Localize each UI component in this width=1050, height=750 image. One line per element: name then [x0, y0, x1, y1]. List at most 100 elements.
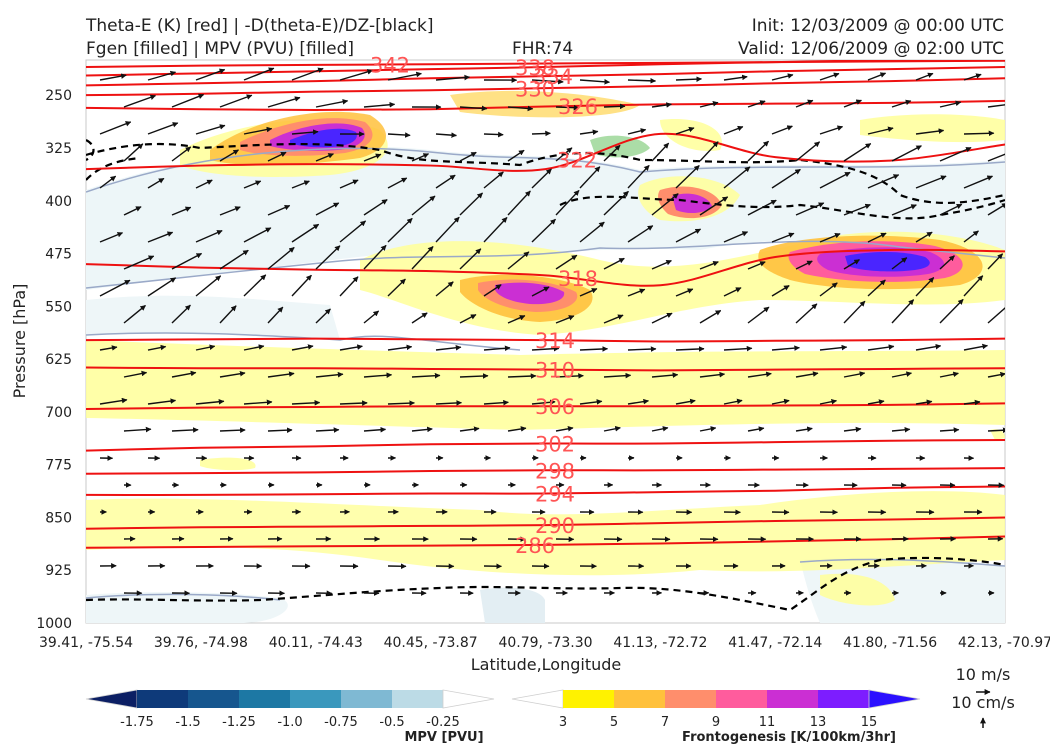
colorbar-cell — [614, 690, 666, 708]
wind-vector — [699, 196, 729, 216]
wind-vector — [507, 426, 527, 432]
colorbar-tick-label: -1.0 — [277, 715, 302, 730]
wind-vector — [219, 249, 249, 270]
wind-vector — [339, 276, 359, 297]
wind-vector — [219, 370, 246, 378]
wind-vector — [891, 257, 908, 270]
theta-e-label: 286 — [515, 534, 555, 558]
wind-vector — [435, 281, 454, 297]
wind-vector — [891, 99, 912, 108]
wind-vector — [963, 73, 982, 81]
valid-time: Valid: 12/06/2009 @ 02:00 UTC — [738, 39, 1004, 59]
wind-vector — [267, 204, 291, 216]
wind-vector — [483, 345, 511, 352]
wind-vector — [315, 308, 331, 324]
wind-vector — [387, 177, 408, 189]
dashed-contour-left-edge — [86, 139, 95, 161]
y-tick-label: 625 — [45, 352, 72, 368]
theta-e-line — [86, 60, 970, 77]
wind-vector — [123, 206, 142, 216]
wind-vector — [147, 70, 177, 81]
wind-vector — [699, 426, 717, 432]
wind-vector — [843, 371, 866, 378]
wind-vector — [195, 398, 225, 405]
mpv-pale-region-lower-right — [800, 557, 1005, 623]
wind-vector — [99, 175, 117, 189]
wind-vector — [675, 398, 696, 405]
wind-vector — [267, 371, 295, 378]
wind-vector — [627, 164, 650, 189]
colorbar-cell — [563, 690, 615, 708]
wind-vector — [507, 315, 526, 324]
wind-vector — [675, 164, 700, 189]
wind-vector — [195, 179, 213, 189]
wind-vector — [387, 400, 415, 406]
theta-e-label: 330 — [515, 77, 555, 101]
wind-vector — [411, 153, 430, 162]
wind-vector — [483, 399, 509, 406]
dashed-contour-surface — [86, 556, 1005, 612]
wind-vector — [291, 400, 321, 406]
wind-vector — [843, 99, 862, 108]
wind-vector — [867, 344, 895, 351]
fgen-core-right-inner — [672, 193, 712, 214]
wind-vector — [171, 370, 197, 378]
colorbar-tick-label: -0.75 — [324, 715, 358, 730]
colorbar-tick-label: 13 — [810, 715, 827, 730]
colorbar-tick-label: -0.25 — [426, 715, 460, 730]
wind-vector — [435, 132, 457, 138]
wind-vector — [459, 192, 484, 216]
wind-vector — [435, 74, 470, 81]
wind-vector — [99, 121, 132, 135]
mpv-contour-mid — [86, 332, 521, 351]
wind-vector — [627, 346, 657, 352]
wind-vector — [219, 305, 237, 324]
mpv-pale-region-lower-mid — [480, 587, 545, 623]
wind-vector — [723, 345, 753, 352]
wind-vector — [675, 228, 702, 243]
wind-vector — [795, 303, 818, 324]
theta-e-label: 298 — [535, 459, 575, 483]
wind-vector — [459, 313, 477, 324]
wind-vector — [819, 125, 844, 135]
wind-vector — [171, 93, 205, 108]
theta-e-label: 302 — [535, 433, 575, 457]
theta-e-line — [86, 132, 1005, 172]
wind-vector — [771, 284, 790, 297]
wind-vector — [243, 227, 272, 243]
theta-e-label: 290 — [535, 514, 575, 538]
wind-vector — [147, 231, 174, 243]
wind-vector — [387, 71, 422, 81]
wind-vector — [123, 255, 155, 270]
x-tick-label: 42.13, -70.97 — [958, 635, 1050, 651]
y-tick-label: 550 — [45, 299, 72, 315]
wind-vector — [843, 142, 872, 162]
wind-vector — [411, 312, 428, 324]
fgen-band-top-center — [450, 90, 640, 118]
wind-vector — [963, 275, 984, 297]
mpv-pale-region-upper — [86, 146, 1005, 290]
plot-layers — [86, 60, 1005, 623]
wind-vector — [963, 399, 981, 406]
wind-vector — [195, 275, 222, 297]
wind-vector — [987, 307, 1005, 324]
wind-vector — [603, 372, 632, 379]
wind-vector — [483, 216, 508, 243]
theta-e-line — [86, 439, 1005, 452]
theta-e-line — [86, 402, 1005, 411]
wind-vector — [915, 343, 942, 351]
wind-vector — [99, 397, 128, 405]
wind-vector — [387, 344, 413, 351]
dashed-contour-left-hook — [86, 156, 141, 181]
wind-vector — [339, 179, 359, 189]
wind-vector — [531, 345, 560, 352]
wind-vector — [171, 304, 191, 324]
wind-vector — [867, 232, 887, 243]
wind-vector — [747, 261, 766, 270]
wind-vector — [435, 216, 460, 243]
wind-vector — [315, 153, 334, 162]
wind-vector — [291, 274, 312, 297]
wind-vector — [963, 130, 995, 137]
fgen-band-top-far-right — [860, 114, 1005, 143]
